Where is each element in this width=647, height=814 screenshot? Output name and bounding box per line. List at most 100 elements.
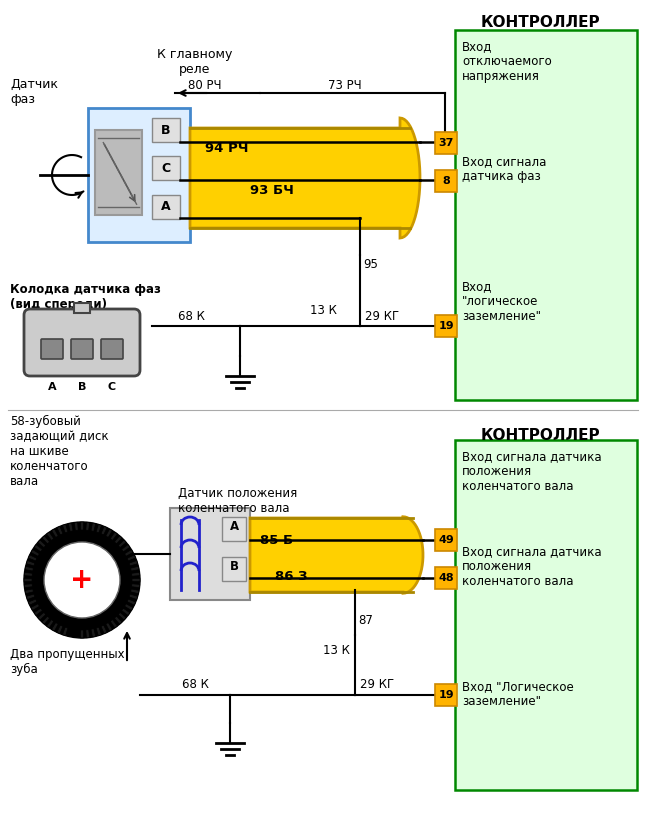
FancyBboxPatch shape <box>435 684 457 706</box>
Bar <box>95 130 142 215</box>
Polygon shape <box>42 536 50 544</box>
Polygon shape <box>27 561 35 566</box>
Polygon shape <box>34 545 43 552</box>
Text: Датчик
фаз: Датчик фаз <box>10 78 58 106</box>
Text: 13 К: 13 К <box>323 644 350 657</box>
Circle shape <box>44 542 120 618</box>
Bar <box>455 440 637 790</box>
Polygon shape <box>25 567 34 571</box>
Circle shape <box>24 522 140 638</box>
Text: 19: 19 <box>438 321 454 331</box>
Text: 19: 19 <box>438 690 454 700</box>
Text: 73 РЧ: 73 РЧ <box>328 79 362 92</box>
FancyBboxPatch shape <box>435 132 457 154</box>
Text: 8: 8 <box>442 176 450 186</box>
Bar <box>152 118 180 142</box>
Polygon shape <box>38 540 46 548</box>
Polygon shape <box>63 627 68 636</box>
Polygon shape <box>127 599 136 605</box>
Text: Датчик положения
коленчатого вала: Датчик положения коленчатого вала <box>178 487 297 515</box>
Text: C: C <box>108 382 116 392</box>
Polygon shape <box>80 522 83 530</box>
Polygon shape <box>28 555 37 561</box>
Text: Два пропущенных
зуба: Два пропущенных зуба <box>10 648 125 676</box>
Polygon shape <box>125 549 133 556</box>
Polygon shape <box>31 549 39 556</box>
Text: 29 КГ: 29 КГ <box>365 309 399 322</box>
FancyBboxPatch shape <box>71 339 93 359</box>
Polygon shape <box>115 536 122 544</box>
Text: Вход "Логическое
заземление": Вход "Логическое заземление" <box>462 680 574 708</box>
Text: К главному
реле: К главному реле <box>157 48 233 76</box>
Text: 13 К: 13 К <box>310 304 337 317</box>
Text: 95: 95 <box>363 259 378 272</box>
Polygon shape <box>38 612 46 620</box>
Polygon shape <box>96 524 102 533</box>
Text: 87: 87 <box>358 614 373 627</box>
Polygon shape <box>27 594 35 599</box>
Text: Вход сигнала датчика
положения
коленчатого вала: Вход сигнала датчика положения коленчато… <box>462 450 602 493</box>
Polygon shape <box>34 608 43 615</box>
Polygon shape <box>57 625 63 633</box>
Polygon shape <box>250 517 423 593</box>
Polygon shape <box>25 589 34 593</box>
Polygon shape <box>42 616 50 624</box>
Polygon shape <box>69 523 73 532</box>
Polygon shape <box>132 578 140 582</box>
Text: 49: 49 <box>438 535 454 545</box>
Text: A: A <box>230 520 239 533</box>
Polygon shape <box>131 572 140 576</box>
Bar <box>170 508 250 600</box>
FancyBboxPatch shape <box>101 339 123 359</box>
Polygon shape <box>127 555 136 561</box>
Bar <box>455 30 637 400</box>
Text: Вход сигнала
датчика фаз: Вход сигнала датчика фаз <box>462 155 546 183</box>
Bar <box>88 108 190 242</box>
Polygon shape <box>47 619 54 628</box>
Polygon shape <box>131 584 140 588</box>
Text: A: A <box>161 200 171 213</box>
Bar <box>152 156 180 180</box>
Text: 68 К: 68 К <box>182 679 209 692</box>
FancyBboxPatch shape <box>41 339 63 359</box>
Text: B: B <box>161 124 171 137</box>
Polygon shape <box>131 589 139 593</box>
Polygon shape <box>110 532 117 540</box>
Polygon shape <box>190 118 420 238</box>
FancyBboxPatch shape <box>435 170 457 192</box>
Text: B: B <box>78 382 86 392</box>
Polygon shape <box>101 625 107 633</box>
Polygon shape <box>63 524 68 533</box>
Text: Колодка датчика фаз
(вид спереди): Колодка датчика фаз (вид спереди) <box>10 283 161 311</box>
Text: КОНТРОЛЛЕР: КОНТРОЛЛЕР <box>480 15 600 30</box>
Polygon shape <box>47 532 54 540</box>
Polygon shape <box>80 630 83 638</box>
Polygon shape <box>28 599 37 605</box>
Polygon shape <box>118 540 126 548</box>
Text: Вход сигнала датчика
положения
коленчатого вала: Вход сигнала датчика положения коленчато… <box>462 545 602 588</box>
Polygon shape <box>110 619 117 628</box>
Bar <box>222 557 246 581</box>
Polygon shape <box>24 572 32 576</box>
Polygon shape <box>105 529 113 537</box>
Polygon shape <box>105 623 113 631</box>
FancyBboxPatch shape <box>435 567 457 589</box>
Polygon shape <box>129 561 138 566</box>
Bar <box>74 303 90 313</box>
Polygon shape <box>24 584 32 588</box>
Text: 93 БЧ: 93 БЧ <box>250 183 294 196</box>
Bar <box>152 195 180 219</box>
FancyBboxPatch shape <box>435 315 457 337</box>
Polygon shape <box>131 567 139 571</box>
Polygon shape <box>52 529 58 537</box>
Polygon shape <box>101 527 107 535</box>
Text: 37: 37 <box>438 138 454 148</box>
Text: +: + <box>71 566 94 594</box>
Text: C: C <box>162 161 171 174</box>
Polygon shape <box>31 604 39 610</box>
Polygon shape <box>91 523 96 532</box>
FancyBboxPatch shape <box>24 309 140 376</box>
Polygon shape <box>118 612 126 620</box>
Text: 86 З: 86 З <box>275 571 307 584</box>
Text: B: B <box>230 561 239 574</box>
